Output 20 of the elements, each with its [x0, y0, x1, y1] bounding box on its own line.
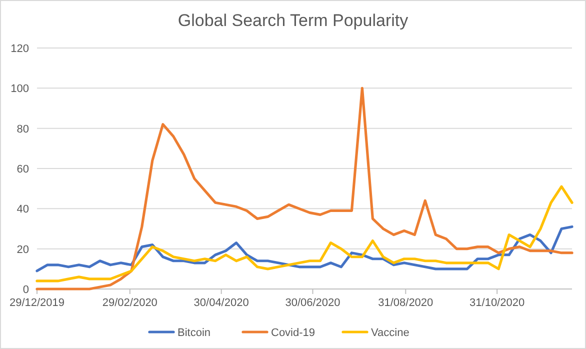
y-tick-label: 60 [16, 164, 29, 176]
x-tick-label: 29/12/2019 [9, 297, 65, 309]
x-tick-label: 30/04/2020 [194, 297, 249, 309]
line-series [36, 86, 574, 290]
y-tick-label: 40 [16, 204, 29, 216]
chart-title: Global Search Term Popularity [178, 11, 409, 30]
line-series [36, 185, 574, 282]
legend-label: Covid-19 [271, 327, 316, 339]
x-tick-label: 31/08/2020 [378, 297, 434, 309]
legend-label: Bitcoin [178, 327, 211, 339]
legend-label: Vaccine [371, 327, 410, 339]
line-series [36, 225, 574, 272]
x-tick-label: 29/02/2020 [102, 297, 158, 309]
y-tick-label: 100 [10, 83, 29, 96]
y-tick-label: 20 [16, 244, 29, 256]
y-tick-label: 120 [10, 43, 29, 55]
x-tick-label: 31/10/2020 [470, 297, 525, 309]
x-tick-label: 30/06/2020 [285, 297, 340, 309]
y-tick-label: 0 [22, 284, 29, 296]
y-tick-label: 80 [16, 123, 29, 136]
